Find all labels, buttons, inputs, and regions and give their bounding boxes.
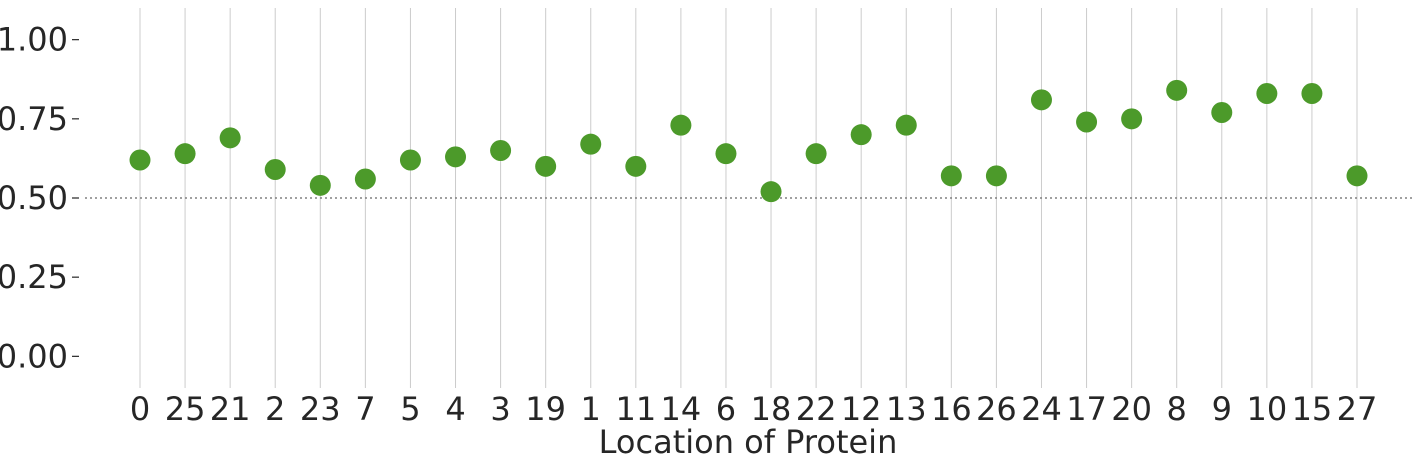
- x-tick-label: 11: [615, 390, 656, 428]
- x-tick-label: 8: [1167, 390, 1187, 428]
- data-point: [264, 159, 286, 180]
- x-tick-label: 4: [445, 390, 465, 428]
- x-tick-label: 26: [976, 390, 1017, 428]
- data-point: [1166, 79, 1188, 101]
- data-point: [670, 114, 692, 136]
- data-point: [895, 114, 917, 136]
- data-point: [850, 124, 872, 146]
- x-tick-label: 6: [716, 390, 736, 428]
- data-points: [129, 79, 1368, 203]
- x-tick-label: 19: [525, 390, 566, 428]
- y-tick-label: 0.50: [0, 179, 68, 217]
- x-tick-label: 0: [130, 390, 150, 428]
- x-tick-label: 16: [931, 390, 972, 428]
- data-point: [1211, 102, 1233, 123]
- data-point: [760, 181, 782, 203]
- data-point: [1346, 165, 1368, 187]
- x-tick-label: 18: [751, 390, 792, 428]
- x-tick-label: 23: [300, 390, 341, 428]
- data-point: [399, 149, 421, 171]
- data-point: [174, 143, 196, 165]
- data-point: [309, 174, 331, 196]
- x-tick-label: 1: [581, 390, 601, 428]
- data-point: [1076, 111, 1098, 133]
- x-tick-label: 17: [1066, 390, 1107, 428]
- data-point: [985, 165, 1007, 187]
- data-point: [580, 133, 602, 155]
- y-tick-label: 0.00: [0, 337, 68, 375]
- x-tick-label: 5: [400, 390, 420, 428]
- x-tick-label: 27: [1337, 390, 1378, 428]
- x-gridlines: [139, 8, 1358, 388]
- x-tick-label: 10: [1246, 390, 1287, 428]
- data-point: [535, 155, 557, 177]
- data-point: [940, 165, 962, 187]
- y-tick-label: 0.25: [0, 258, 68, 296]
- data-point: [354, 168, 376, 190]
- x-tick-label: 21: [210, 390, 251, 428]
- data-point: [715, 143, 737, 165]
- data-point: [1121, 108, 1143, 130]
- data-point: [1256, 83, 1278, 104]
- data-point: [805, 143, 827, 165]
- data-point: [490, 140, 512, 161]
- x-tick-label: 24: [1021, 390, 1062, 428]
- data-point: [1301, 83, 1323, 104]
- y-axis: 0.00 0.25 0.50 0.75 1.00: [0, 21, 79, 375]
- data-point: [625, 155, 647, 177]
- data-point: [445, 146, 467, 168]
- x-tick-label: 3: [490, 390, 510, 428]
- x-tick-label: 2: [265, 390, 285, 428]
- x-tick-label: 9: [1212, 390, 1232, 428]
- data-point: [129, 149, 151, 171]
- x-tick-label: 22: [796, 390, 837, 428]
- x-axis-title: Location of Protein: [599, 423, 898, 461]
- data-point: [219, 127, 241, 149]
- x-tick-label: 25: [165, 390, 206, 428]
- x-tick-label: 7: [355, 390, 375, 428]
- data-point: [1030, 89, 1052, 111]
- x-axis: 0 25 21 2 23 7 5 4 3 19 1 11 14 6 18 22 12 13 16 26 24 17 20 8 9…: [130, 390, 1378, 428]
- y-tick-label: 0.75: [0, 100, 68, 138]
- x-tick-label: 13: [886, 390, 927, 428]
- x-tick-label: 15: [1292, 390, 1333, 428]
- y-tick-label: 1.00: [0, 21, 68, 59]
- x-tick-label: 20: [1111, 390, 1152, 428]
- x-tick-label: 14: [661, 390, 702, 428]
- x-tick-label: 12: [841, 390, 882, 428]
